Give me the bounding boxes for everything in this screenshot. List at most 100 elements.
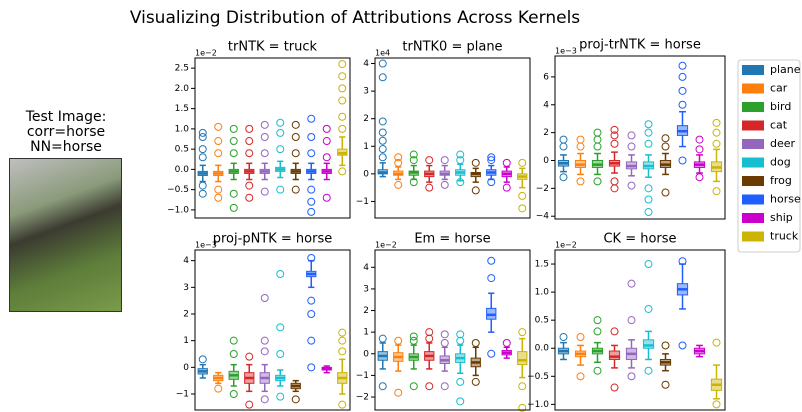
outlier	[456, 377, 465, 386]
legend-swatch	[742, 83, 764, 94]
y-tick-label: −0.5	[527, 372, 549, 382]
outlier	[214, 185, 223, 194]
outlier	[440, 330, 449, 339]
outlier	[229, 124, 238, 133]
y-tick-label: 1	[363, 142, 369, 152]
outlier	[456, 397, 465, 406]
outlier	[229, 390, 238, 398]
outlier	[487, 256, 496, 265]
y-tick-label: 1.0	[175, 124, 190, 134]
outlier	[214, 384, 223, 393]
outlier	[471, 186, 480, 195]
outlier	[214, 149, 223, 158]
outlier	[425, 382, 434, 391]
outlier	[307, 197, 316, 206]
outlier	[471, 377, 480, 386]
outlier	[559, 333, 568, 342]
outlier	[627, 316, 636, 325]
outlier	[644, 139, 653, 148]
subplot-title: trNTK0 = plane	[402, 40, 502, 55]
outlier	[229, 203, 238, 212]
outlier	[456, 156, 465, 165]
outlier	[307, 132, 316, 141]
y-tick-label: 2	[543, 128, 549, 138]
y-tick-label: 2	[183, 310, 189, 320]
legend-label: car	[770, 82, 788, 95]
outlier	[291, 185, 300, 194]
y-tick-label: 0	[363, 349, 369, 359]
y-tick-label: 4	[363, 263, 369, 273]
legend-label: bird	[770, 100, 791, 113]
outlier	[610, 383, 619, 392]
y-tick-label: 2.0	[175, 84, 190, 94]
outlier	[214, 193, 223, 202]
outlier	[627, 142, 636, 151]
legend-swatch	[742, 194, 764, 205]
outlier	[712, 187, 721, 196]
outlier	[456, 150, 465, 159]
subplot-title: CK = horse	[603, 232, 676, 247]
outlier	[338, 336, 347, 345]
outlier	[378, 334, 387, 343]
outlier	[678, 341, 687, 350]
outlier	[307, 296, 316, 305]
outlier	[487, 156, 496, 165]
outlier	[593, 366, 602, 375]
outlier	[378, 136, 387, 145]
outlier	[593, 142, 602, 151]
outlier	[409, 178, 418, 187]
outlier	[260, 132, 269, 141]
outlier	[471, 338, 480, 347]
figure-title: Visualizing Distribution of Attributions…	[130, 8, 580, 28]
outlier	[576, 177, 585, 186]
legend-label: horse	[770, 193, 801, 206]
outlier	[245, 137, 254, 146]
outlier	[593, 128, 602, 137]
outlier	[409, 382, 418, 391]
subplot-title: proj-pNTK = horse	[213, 232, 332, 247]
y-tick-label: −1.0	[527, 400, 549, 410]
axis-offset: 1e−3	[195, 241, 217, 250]
subplot-title: Em = horse	[414, 232, 490, 247]
outlier	[322, 124, 331, 133]
subplot-title: proj-trNTK = horse	[579, 38, 701, 53]
outlier	[260, 336, 269, 345]
y-tick-label: 0.5	[175, 145, 189, 155]
legend-swatch	[742, 120, 764, 131]
outlier	[260, 149, 269, 158]
y-tick-label: 3	[363, 87, 369, 97]
y-tick-label: 1.5	[175, 104, 189, 114]
outlier	[712, 139, 721, 148]
y-tick-label: 6	[543, 72, 549, 82]
outlier	[276, 323, 285, 332]
outlier	[245, 181, 254, 190]
outlier	[610, 184, 619, 193]
y-tick-label: 4	[543, 100, 549, 110]
outlier	[644, 260, 653, 269]
outlier	[502, 158, 511, 167]
axes-frame	[374, 249, 531, 411]
outlier	[487, 153, 496, 162]
axis-offset: 1e−3	[555, 47, 577, 56]
outlier	[291, 149, 300, 158]
outlier	[610, 327, 619, 336]
outlier	[291, 132, 300, 141]
y-tick-label: 2	[363, 306, 369, 316]
y-tick-label: 2.5	[175, 64, 189, 74]
outlier	[291, 120, 300, 129]
outlier	[214, 137, 223, 146]
outlier	[307, 363, 316, 372]
outlier	[291, 395, 300, 404]
outlier	[198, 128, 207, 137]
outlier	[627, 372, 636, 381]
outlier	[260, 120, 269, 129]
outlier	[394, 153, 403, 162]
legend-swatch	[742, 102, 764, 112]
box	[517, 351, 528, 366]
outlier	[678, 86, 687, 95]
outlier	[322, 193, 331, 202]
outlier	[644, 195, 653, 204]
outlier	[456, 336, 465, 345]
outlier	[338, 60, 347, 69]
